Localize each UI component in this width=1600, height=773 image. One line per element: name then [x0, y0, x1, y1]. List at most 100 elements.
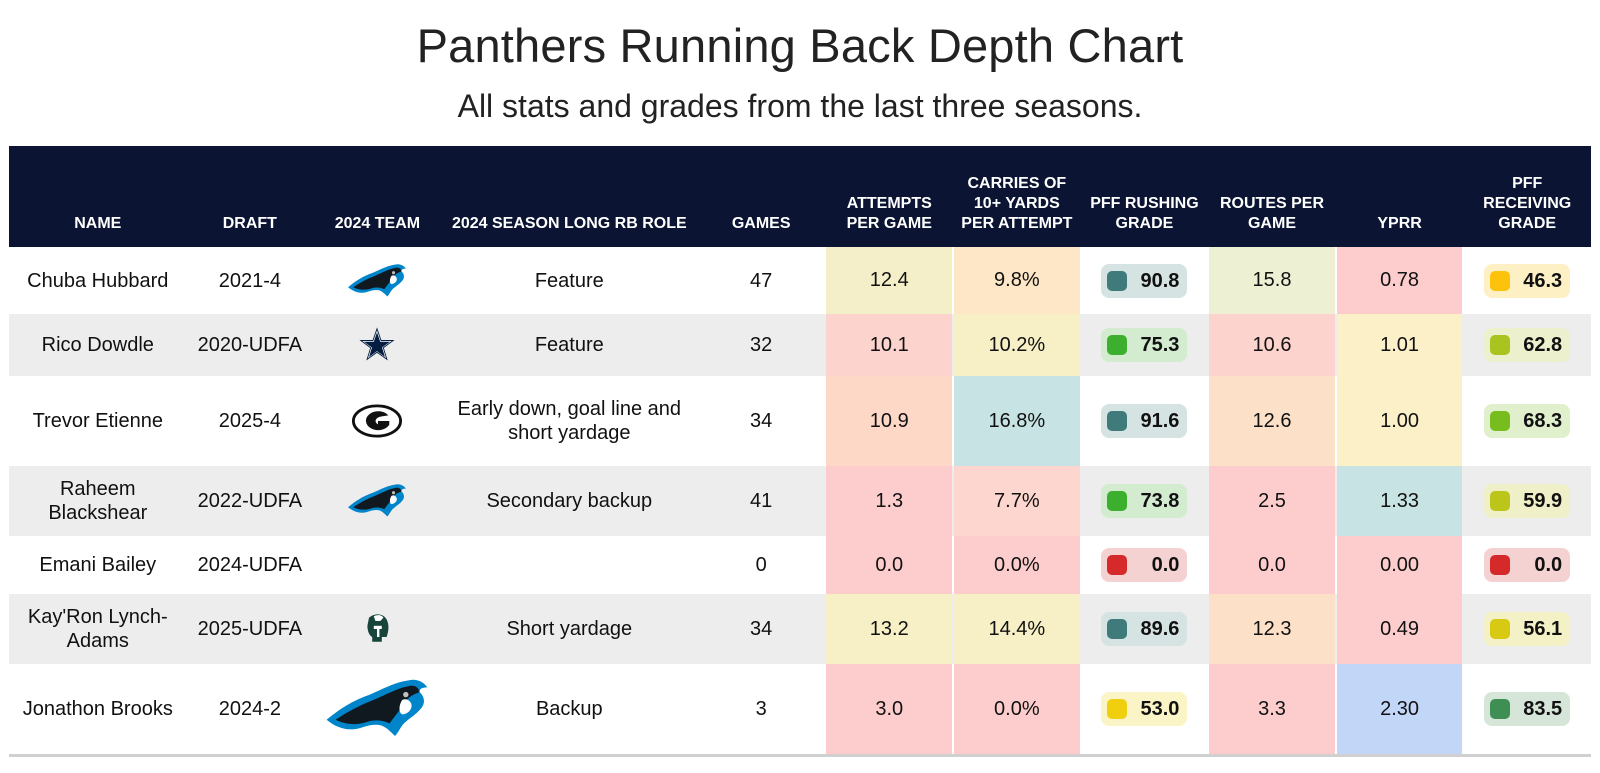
yprr-cell: 0.78 — [1336, 247, 1464, 314]
grade-swatch — [1107, 699, 1127, 719]
player-name: Raheem Blackshear — [9, 466, 187, 536]
carries10-cell-value: 14.4% — [954, 594, 1080, 664]
chart-title: Panthers Running Back Depth Chart — [0, 18, 1600, 73]
routes-cell: 2.5 — [1208, 466, 1336, 536]
carries10-cell: 10.2% — [953, 314, 1081, 376]
recv-grade-cell: 68.3 — [1463, 376, 1591, 466]
rush-grade-cell: 75.3 — [1081, 314, 1209, 376]
recv-grade-cell-value: 59.9 — [1523, 489, 1562, 513]
yprr-cell: 0.00 — [1336, 536, 1464, 594]
georgia-g-logo — [351, 404, 403, 438]
yprr-cell: 1.33 — [1336, 466, 1464, 536]
player-name: Kay'Ron Lynch-Adams — [9, 594, 187, 664]
table-row: Jonathon Brooks 2024-2 Backup 3 3.0 0.0% 53.0 3… — [9, 664, 1591, 756]
rush-grade-cell-value: 75.3 — [1140, 333, 1179, 357]
carries10-cell: 7.7% — [953, 466, 1081, 536]
recv-grade-cell-value: 62.8 — [1523, 333, 1562, 357]
header-routes[interactable]: ROUTES PER GAME — [1208, 146, 1336, 247]
carries10-cell-value: 7.7% — [954, 466, 1080, 536]
draft-cell: 2021-4 — [187, 247, 314, 314]
games-cell: 34 — [697, 594, 826, 664]
team-cell — [313, 314, 442, 376]
attempts-cell: 0.0 — [825, 536, 953, 594]
carries10-cell-value: 0.0% — [954, 536, 1080, 594]
team-cell — [313, 466, 442, 536]
header-draft[interactable]: DRAFT — [187, 146, 314, 247]
yprr-cell-value: 1.00 — [1337, 376, 1463, 466]
player-name: Jonathon Brooks — [9, 664, 187, 756]
routes-cell: 3.3 — [1208, 664, 1336, 756]
header-yprr[interactable]: YPRR — [1336, 146, 1464, 247]
routes-cell: 12.6 — [1208, 376, 1336, 466]
routes-cell: 0.0 — [1208, 536, 1336, 594]
games-cell: 32 — [697, 314, 826, 376]
header-team[interactable]: 2024 TEAM — [313, 146, 442, 247]
grade-swatch — [1107, 619, 1127, 639]
rush-grade-cell-pill: 53.0 — [1101, 692, 1187, 726]
team-cell — [313, 664, 442, 756]
carries10-cell: 16.8% — [953, 376, 1081, 466]
games-cell: 3 — [697, 664, 826, 756]
attempts-cell-value: 1.3 — [826, 466, 952, 536]
recv-grade-cell-pill: 0.0 — [1484, 548, 1570, 582]
yprr-cell-value: 0.00 — [1337, 536, 1463, 594]
draft-cell: 2025-4 — [187, 376, 314, 466]
header-rush-grade[interactable]: PFF RUSHING GRADE — [1081, 146, 1209, 247]
chart-subtitle: All stats and grades from the last three… — [0, 88, 1600, 125]
spartan-helmet-logo — [362, 613, 392, 645]
recv-grade-cell-value: 56.1 — [1523, 617, 1562, 641]
attempts-cell-value: 10.1 — [826, 314, 952, 376]
rush-grade-cell: 0.0 — [1081, 536, 1209, 594]
recv-grade-cell-value: 83.5 — [1523, 697, 1562, 721]
rush-grade-cell: 73.8 — [1081, 466, 1209, 536]
carries10-cell: 0.0% — [953, 664, 1081, 756]
attempts-cell: 1.3 — [825, 466, 953, 536]
yprr-cell: 0.49 — [1336, 594, 1464, 664]
carries10-cell-value: 9.8% — [954, 247, 1080, 314]
rush-grade-cell: 90.8 — [1081, 247, 1209, 314]
header-recv-grade[interactable]: PFF RECEIVING GRADE — [1463, 146, 1591, 247]
player-name: Rico Dowdle — [9, 314, 187, 376]
draft-cell: 2022-UDFA — [187, 466, 314, 536]
attempts-cell: 13.2 — [825, 594, 953, 664]
recv-grade-cell-value: 0.0 — [1534, 553, 1562, 577]
player-name: Emani Bailey — [9, 536, 187, 594]
games-cell: 0 — [697, 536, 826, 594]
header-name[interactable]: NAME — [9, 146, 187, 247]
recv-grade-cell: 46.3 — [1463, 247, 1591, 314]
grade-swatch — [1107, 555, 1127, 575]
grade-swatch — [1490, 335, 1510, 355]
recv-grade-cell: 56.1 — [1463, 594, 1591, 664]
table-row: Emani Bailey 2024-UDFA 0 0.0 0.0% 0.0 0.0 0.00 0… — [9, 536, 1591, 594]
rush-grade-cell-value: 53.0 — [1140, 697, 1179, 721]
attempts-cell: 10.1 — [825, 314, 953, 376]
player-name: Trevor Etienne — [9, 376, 187, 466]
games-cell: 41 — [697, 466, 826, 536]
draft-cell: 2024-2 — [187, 664, 314, 756]
games-cell: 34 — [697, 376, 826, 466]
role-cell: Early down, goal line and short yardage — [442, 376, 697, 466]
depth-chart-table: NAME DRAFT 2024 TEAM 2024 SEASON LONG RB… — [9, 146, 1591, 757]
attempts-cell-value: 10.9 — [826, 376, 952, 466]
recv-grade-cell-pill: 68.3 — [1484, 404, 1570, 438]
recv-grade-cell: 83.5 — [1463, 664, 1591, 756]
header-attempts[interactable]: ATTEMPTS PER GAME — [825, 146, 953, 247]
recv-grade-cell: 59.9 — [1463, 466, 1591, 536]
role-cell: Backup — [442, 664, 697, 756]
table-row: Kay'Ron Lynch-Adams 2025-UDFA Short yardag… — [9, 594, 1591, 664]
grade-swatch — [1490, 411, 1510, 431]
carries10-cell: 9.8% — [953, 247, 1081, 314]
rush-grade-cell-pill: 75.3 — [1101, 328, 1187, 362]
panthers-logo-large — [321, 673, 433, 745]
header-carries10[interactable]: CARRIES OF 10+ YARDS PER ATTEMPT — [953, 146, 1081, 247]
recv-grade-cell: 62.8 — [1463, 314, 1591, 376]
header-row: NAME DRAFT 2024 TEAM 2024 SEASON LONG RB… — [9, 146, 1591, 247]
recv-grade-cell-value: 68.3 — [1523, 409, 1562, 433]
recv-grade-cell: 0.0 — [1463, 536, 1591, 594]
attempts-cell: 12.4 — [825, 247, 953, 314]
table-row: Raheem Blackshear 2022-UDFA Secondary back… — [9, 466, 1591, 536]
header-role[interactable]: 2024 SEASON LONG RB ROLE — [442, 146, 697, 247]
header-games[interactable]: GAMES — [697, 146, 826, 247]
grade-swatch — [1490, 619, 1510, 639]
yprr-cell-value: 0.49 — [1337, 594, 1463, 664]
